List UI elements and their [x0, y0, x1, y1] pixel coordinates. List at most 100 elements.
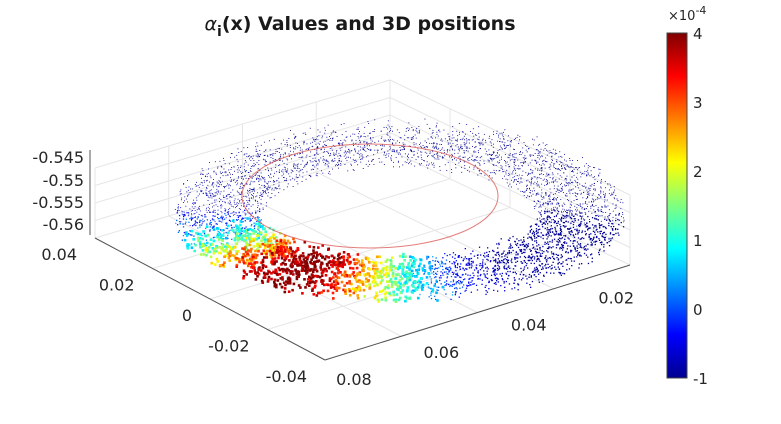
- data-point: [538, 244, 540, 246]
- data-point: [565, 250, 567, 253]
- data-point: [279, 244, 283, 248]
- data-point: [319, 143, 320, 145]
- data-point: [413, 275, 417, 278]
- data-point: [332, 259, 335, 262]
- data-point: [223, 238, 225, 240]
- data-point: [461, 146, 463, 148]
- data-point: [568, 200, 569, 202]
- data-point: [191, 214, 193, 216]
- data-point: [531, 256, 533, 258]
- data-point: [269, 197, 271, 199]
- data-point: [550, 228, 552, 230]
- data-point: [507, 266, 509, 268]
- data-point: [560, 184, 561, 186]
- data-point: [267, 156, 269, 157]
- data-point: [494, 265, 497, 267]
- data-point: [548, 221, 550, 223]
- data-point: [286, 186, 288, 188]
- data-point: [258, 179, 260, 181]
- data-point: [285, 180, 287, 181]
- data-point: [436, 125, 437, 127]
- data-point: [304, 256, 308, 260]
- data-point: [539, 201, 541, 203]
- data-point: [586, 225, 588, 227]
- data-point: [267, 154, 269, 156]
- data-point: [525, 157, 527, 159]
- data-point: [289, 249, 293, 252]
- data-point: [260, 144, 262, 146]
- data-point: [576, 167, 577, 169]
- data-point: [213, 209, 215, 211]
- data-point: [246, 204, 248, 206]
- data-point: [519, 273, 521, 276]
- data-point: [212, 215, 214, 217]
- data-point: [224, 208, 226, 210]
- data-point: [304, 261, 307, 265]
- data-point: [563, 172, 565, 174]
- data-point: [207, 246, 211, 249]
- data-point: [503, 139, 505, 140]
- data-point: [588, 201, 590, 203]
- data-point: [239, 229, 243, 232]
- data-point: [421, 269, 425, 272]
- data-point: [229, 220, 232, 222]
- data-point: [197, 236, 200, 240]
- data-point: [230, 153, 232, 154]
- data-point: [615, 205, 617, 207]
- data-point: [214, 192, 216, 194]
- data-point: [558, 271, 560, 274]
- data-point: [501, 253, 503, 255]
- data-point: [524, 249, 526, 251]
- data-point: [541, 156, 543, 157]
- data-point: [209, 175, 211, 177]
- data-point: [392, 130, 393, 132]
- data-point: [251, 195, 253, 196]
- data-point: [230, 212, 232, 214]
- data-point: [285, 167, 286, 169]
- data-point: [257, 156, 259, 158]
- data-point: [346, 160, 348, 162]
- data-point: [453, 272, 455, 274]
- data-point: [551, 202, 553, 204]
- data-point: [542, 266, 544, 268]
- data-point: [254, 181, 256, 183]
- data-point: [251, 197, 252, 199]
- data-point: [610, 226, 612, 228]
- data-point: [411, 139, 413, 140]
- data-point: [484, 148, 486, 150]
- data-point: [235, 263, 239, 267]
- data-point: [576, 229, 578, 232]
- data-point: [529, 284, 531, 286]
- data-point: [572, 188, 574, 190]
- data-point: [564, 178, 566, 179]
- data-point: [535, 160, 537, 162]
- data-point: [329, 148, 331, 149]
- data-point: [184, 200, 185, 202]
- data-point: [564, 185, 566, 187]
- data-point: [441, 140, 443, 142]
- data-point: [521, 181, 523, 183]
- data-point: [547, 173, 549, 175]
- data-point: [572, 240, 574, 242]
- data-point: [177, 210, 178, 211]
- data-point: [230, 169, 232, 170]
- data-point: [433, 284, 436, 288]
- data-point: [538, 144, 539, 146]
- data-point: [241, 238, 244, 241]
- data-point: [473, 159, 475, 160]
- data-point: [559, 246, 561, 249]
- data-point: [372, 131, 374, 132]
- data-point: [559, 241, 561, 243]
- data-point: [408, 137, 410, 139]
- data-point: [225, 172, 227, 174]
- data-point: [557, 258, 560, 260]
- data-point: [598, 174, 600, 176]
- data-point: [572, 223, 575, 226]
- data-point: [274, 187, 276, 189]
- data-point: [230, 180, 232, 182]
- data-point: [533, 139, 535, 141]
- data-point: [278, 268, 282, 272]
- data-point: [469, 166, 470, 168]
- data-point: [320, 149, 322, 151]
- data-point: [196, 181, 197, 183]
